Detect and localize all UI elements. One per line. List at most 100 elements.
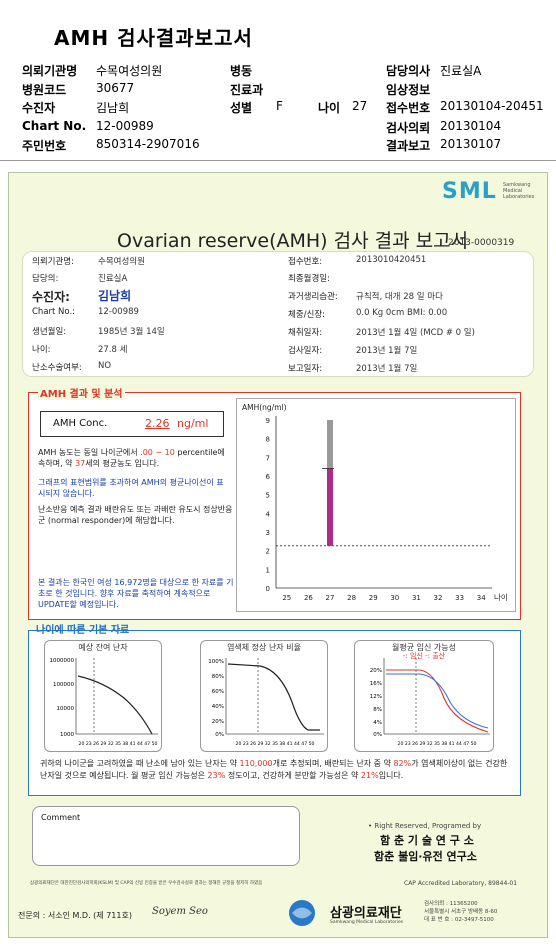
ytick: 1000 — [60, 732, 74, 738]
amh-para-2: 그래프의 표현범위를 초과하여 AMH의 평균나이선이 표시되지 않습니다. — [38, 478, 224, 498]
bar-lower — [327, 468, 333, 546]
pregnancy-curve — [386, 669, 489, 733]
y-tick-label: 1 — [266, 566, 270, 574]
info-value: 2013년 1월 4일 (MCD # 0 일) — [356, 328, 475, 338]
normal-egg-plot: 100% 80% 60% 40% 20% 0% 20 23 26 29 32 3… — [208, 658, 324, 747]
info-label: 나이: — [32, 345, 51, 355]
info-value: 27.8 세 — [98, 345, 128, 355]
company-name: 삼광의료재단 — [330, 906, 402, 921]
info-value: 진료실A — [98, 274, 128, 284]
info-label: 생년월일: — [32, 327, 67, 337]
info-value: 2013010420451 — [356, 255, 427, 265]
y-tick-label: 3 — [266, 529, 270, 537]
contact-info: 검사의뢰 : 11365200 서울특별시 서초구 방배동 8-60 대 표 번… — [424, 901, 498, 923]
pregnancy-title: 월평균 임신 가능성 — [392, 643, 456, 652]
y-tick-label: 5 — [266, 492, 270, 500]
info-value: 2013년 1월 7일 — [356, 364, 418, 374]
header-label: 병동 — [230, 64, 253, 78]
header-value: 진료실A — [440, 64, 482, 78]
summary-normal-pct: 82% — [393, 759, 412, 768]
summary-text: 개로 추정되며, 배란되는 난자 중 약 — [272, 759, 391, 768]
amh-chart-frame — [236, 398, 516, 612]
x-tick-label: 27 — [326, 594, 335, 602]
info-label: 의뢰기관명: — [32, 257, 74, 267]
egg-count-title: 예상 잔여 난자 — [78, 643, 128, 652]
report-number: 2013-0000319 — [448, 238, 515, 248]
header-label: 나이 — [318, 101, 341, 115]
sml-emblem-icon — [289, 900, 315, 926]
signature: Soyem Seo — [152, 906, 208, 917]
amh-section-title: AMH 결과 및 분석 — [38, 385, 125, 400]
info-label: 과거생리습관: — [288, 292, 338, 302]
pregnancy-chart — [354, 640, 494, 752]
header-label: 접수번호 — [386, 101, 431, 115]
header-label: 검사의뢰 — [386, 121, 431, 135]
rights-text: • Right Reserved, Programed by — [368, 822, 482, 830]
summary-eggs: 110,000 — [239, 759, 273, 768]
info-label: 체중/신장: — [288, 310, 326, 320]
ytick: 10000 — [57, 706, 75, 712]
info-label: 접수번호: — [288, 257, 323, 267]
x-tick-label: 32 — [434, 594, 443, 602]
amh-conc-value: 2.26 — [145, 417, 170, 430]
header-label: 진료과 — [230, 83, 264, 97]
report-title: Ovarian reserve(AMH) 검사 결과 보고서 — [117, 230, 469, 252]
amh-para-1b: percentile에 속하며, 약 — [38, 448, 225, 468]
ytick: 60% — [212, 689, 224, 695]
amh-equivalent-age: 37 — [75, 459, 86, 468]
patient-name: 김남희 — [98, 289, 132, 303]
ytick: 0% — [215, 732, 224, 738]
patient-info-panel — [22, 251, 534, 377]
birth-curve — [386, 673, 489, 729]
xticks: 20 23 26 29 32 35 38 41 44 47 50 — [398, 741, 477, 747]
info-value: 0.0 Kg 0cm BMI: 0.00 — [356, 308, 448, 318]
specialist: 전문의 : 서소인 M.D. (제 711호) — [18, 911, 132, 920]
xticks: 20 23 26 29 32 35 38 41 44 47 50 — [79, 741, 158, 747]
header-label: 담당의사 — [386, 64, 431, 78]
ytick: 1000000 — [50, 658, 75, 664]
ytick: 0% — [373, 732, 382, 738]
summary-text: 정도이고, 건강하게 분만할 가능성은 약 — [227, 771, 359, 780]
xticks: 20 23 26 29 32 35 38 41 44 47 50 — [236, 741, 315, 747]
info-value: 규칙적, 대개 28 일 마다 — [356, 292, 443, 302]
header-label: 결과보고 — [386, 139, 431, 153]
amh-conc-box: AMH Conc. 2.26 ng/ml — [40, 411, 224, 437]
header-value: F — [276, 99, 283, 113]
ytick: 20% — [212, 719, 224, 725]
x-axis-label: 나이 — [494, 592, 508, 602]
amh-para-1c: 세의 평균농도 입니다. — [85, 459, 160, 468]
y-tick-label: 7 — [266, 454, 270, 462]
ytick: 80% — [212, 674, 224, 680]
ytick: 12% — [370, 694, 382, 700]
info-value: 1985년 3월 14일 — [98, 327, 165, 337]
curve — [77, 675, 153, 735]
amh-para-1: AMH 농도는 동일 나이군에서 .00 ~ 10 percentile에 속하… — [38, 447, 234, 469]
y-tick-label: 8 — [266, 436, 270, 444]
header-label: 병원코드 — [22, 83, 67, 97]
x-tick-label: 31 — [412, 594, 421, 602]
pregnancy-plot: 20% 16% 12% 8% 4% 0% 20 23 26 29 32 35 3… — [370, 658, 490, 747]
company-name-en: Samkwang Medical Laboratories — [330, 920, 404, 925]
info-value: 2013년 1월 7일 — [356, 346, 418, 356]
y-tick-label: 6 — [266, 473, 271, 481]
header-label: 의뢰기관명 — [22, 64, 78, 78]
comment-label: Comment — [41, 813, 81, 822]
x-tick-label: 33 — [455, 594, 464, 602]
curve — [227, 663, 320, 731]
header-value: 김남희 — [96, 101, 130, 115]
amh-percentile-range: .00 ~ 10 — [140, 448, 175, 457]
x-tick-label: 29 — [369, 594, 378, 602]
ytick: 40% — [212, 704, 224, 710]
info-label: 채취일자: — [288, 328, 323, 338]
info-value: 12-00989 — [98, 307, 139, 317]
header-label: 임상정보 — [386, 83, 431, 97]
lab-name-1: 함 춘 기 술 연 구 소 — [380, 834, 474, 847]
amh-conc-label: AMH Conc. — [53, 418, 108, 429]
summary-text: 입니다. — [378, 771, 404, 780]
info-label: Chart No.: — [32, 307, 76, 317]
info-value: 수목여성의원 — [98, 257, 145, 267]
y-tick-label: 2 — [266, 548, 270, 556]
header-value: 27 — [352, 99, 368, 113]
x-tick-label: 25 — [282, 594, 291, 602]
summary-text: 가 염색체이상이 없는 건강한 난자일 것으로 예상됩니다. 월 평균 임신 가… — [40, 759, 508, 780]
